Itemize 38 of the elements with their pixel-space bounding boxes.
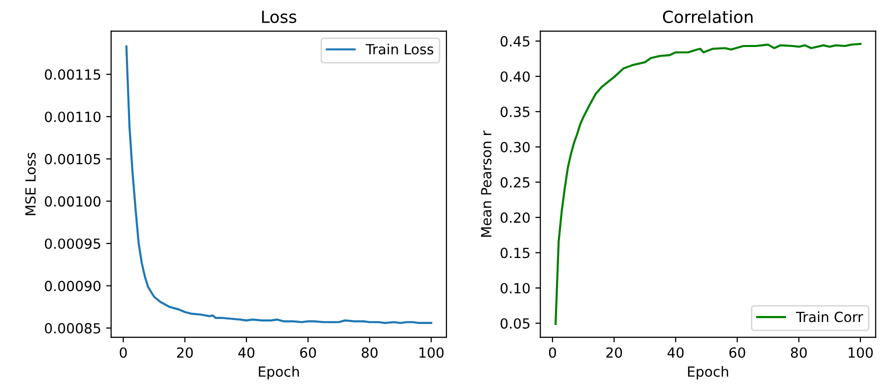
chart-title: Correlation bbox=[662, 10, 753, 24]
x-tick-label: 0 bbox=[120, 347, 127, 358]
y-tick-label: 0.00095 bbox=[44, 238, 100, 249]
x-axis-title: Epoch bbox=[688, 366, 728, 380]
y-tick-label: 0.25 bbox=[500, 177, 530, 188]
x-tick-label: 60 bbox=[729, 347, 746, 358]
x-tick-label: 20 bbox=[606, 347, 622, 358]
x-tick-label: 60 bbox=[300, 347, 316, 358]
chart-title: Loss bbox=[262, 10, 296, 24]
x-tick-label: 80 bbox=[790, 347, 807, 358]
x-tick-label: 20 bbox=[177, 347, 193, 358]
y-tick-label: 0.30 bbox=[500, 142, 530, 152]
y-tick-label: 0.45 bbox=[500, 36, 530, 47]
legend-label: Train Corr bbox=[796, 311, 864, 322]
y-tick-label: 0.00090 bbox=[44, 280, 100, 292]
x-tick-label: 40 bbox=[238, 347, 254, 358]
y-tick-label: 0.00105 bbox=[44, 154, 100, 164]
y-tick-label: 0.40 bbox=[500, 71, 530, 82]
legend-label: Train Loss bbox=[366, 44, 434, 54]
y-tick-label: 0.00085 bbox=[44, 323, 100, 334]
x-axis-title: Epoch bbox=[258, 366, 299, 380]
y-tick-label: 0.10 bbox=[500, 282, 530, 294]
y-tick-label: 0.00110 bbox=[44, 112, 100, 122]
y-axis-title: MSE Loss bbox=[25, 152, 36, 216]
x-tick-label: 100 bbox=[848, 347, 873, 358]
line-series bbox=[125, 45, 432, 324]
y-tick-label: 0.00115 bbox=[44, 69, 100, 80]
x-tick-label: 100 bbox=[419, 347, 444, 358]
y-tick-label: 0.00100 bbox=[44, 196, 100, 207]
line-series bbox=[554, 42, 862, 325]
y-tick-label: 0.05 bbox=[500, 318, 530, 329]
x-tick-label: 0 bbox=[549, 347, 556, 358]
y-tick-label: 0.20 bbox=[500, 212, 530, 223]
y-tick-label: 0.35 bbox=[500, 106, 530, 118]
y-axis-title: Mean Pearson r bbox=[481, 130, 492, 237]
x-tick-label: 40 bbox=[668, 347, 684, 358]
y-tick-label: 0.15 bbox=[500, 248, 530, 258]
x-tick-label: 80 bbox=[362, 347, 378, 358]
